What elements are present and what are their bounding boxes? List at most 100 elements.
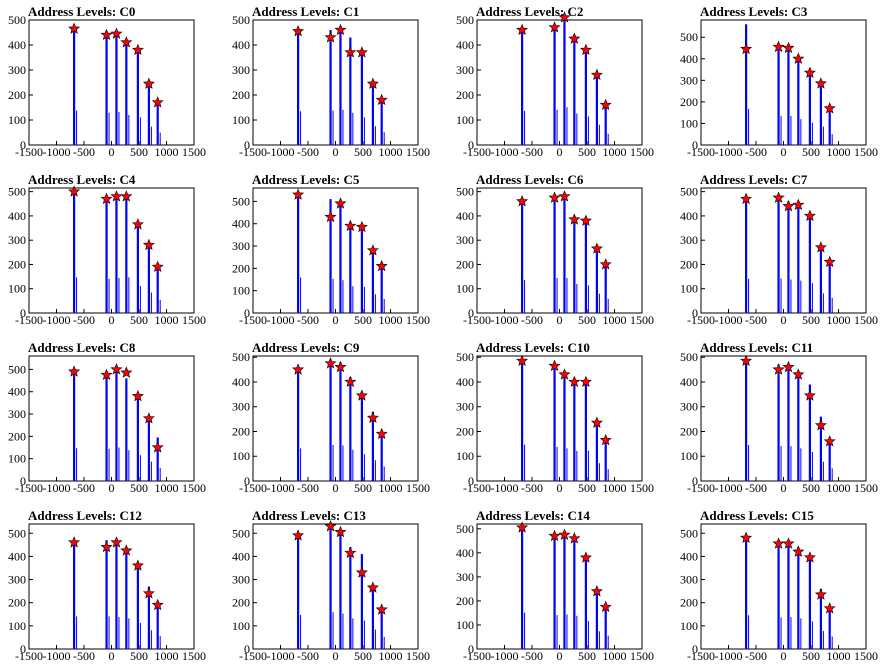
peak-marker <box>334 525 347 538</box>
x-tick-label: 500 <box>578 481 596 495</box>
plot-frame <box>700 187 867 314</box>
peak-marker <box>375 427 388 440</box>
x-tick-label: -1000 <box>715 145 743 159</box>
x-tick-label: 0 <box>557 313 563 327</box>
peak-marker <box>100 540 113 553</box>
peak-marker <box>355 46 368 58</box>
peak-marker <box>516 354 529 367</box>
x-tick-label: 500 <box>578 649 596 663</box>
y-tick-label: 500 <box>232 350 250 364</box>
x-tick-label: 0 <box>781 649 787 663</box>
x-tick-label: -1000 <box>491 481 519 495</box>
x-tick-label: -500 <box>297 313 319 327</box>
y-tick-label: 0 <box>468 642 474 656</box>
peak-marker <box>131 43 144 56</box>
chart-title: Address Levels: C13 <box>252 508 366 523</box>
y-tick-label: 300 <box>456 233 474 247</box>
peak-marker <box>814 77 827 89</box>
histogram-panel: Address Levels: C12 -1500 -1000 -500 0 500 100… <box>0 504 224 672</box>
peak-marker <box>292 529 305 541</box>
x-tick-label: -1500 <box>463 313 491 327</box>
peak-marker <box>324 519 337 532</box>
histogram-panel: Address Levels: C4 -1500 -1000 -500 0 500 1000… <box>0 168 224 336</box>
chart-title: Address Levels: C1 <box>252 4 360 19</box>
y-tick-label: 0 <box>692 474 698 488</box>
peak-marker <box>599 258 612 270</box>
y-tick-label: 0 <box>468 306 474 320</box>
y-tick-label: 200 <box>456 88 474 102</box>
plot-frame <box>476 187 643 314</box>
plot-frame <box>252 19 419 146</box>
y-tick-label: 400 <box>232 217 250 231</box>
x-tick-label: 0 <box>109 145 115 159</box>
histogram-panel: Address Levels: C9 -1500 -1000 -500 0 500 1000… <box>224 336 448 504</box>
x-tick-label: -1000 <box>715 481 743 495</box>
x-tick-label: 0 <box>333 145 339 159</box>
histogram-plot: -1500 -1000 -500 0 500 1000 1500 0 100 200 300 400 5… <box>8 355 206 495</box>
peak-marker <box>599 98 612 111</box>
y-tick-label: 200 <box>680 95 698 109</box>
x-tick-label: 1500 <box>182 145 206 159</box>
peak-marker <box>142 77 155 89</box>
histogram-panel: Address Levels: C15 -1500 -1000 -500 0 500 100… <box>672 504 896 672</box>
peak-marker <box>792 368 805 380</box>
peak-marker <box>548 359 561 372</box>
y-tick-label: 300 <box>680 573 698 587</box>
x-tick-label: -500 <box>521 313 543 327</box>
x-tick-label: 0 <box>333 313 339 327</box>
peak-marker <box>131 559 144 571</box>
x-tick-label: 1000 <box>379 481 403 495</box>
peak-marker <box>590 68 603 81</box>
peak-marker <box>142 238 155 251</box>
y-tick-label: 200 <box>8 429 26 443</box>
peak-marker <box>324 210 337 223</box>
x-tick-label: -500 <box>297 145 319 159</box>
x-tick-label: 500 <box>354 481 372 495</box>
histogram-plot: -1500 -1000 -500 0 500 1000 1500 0 100 200 300 400 5… <box>232 13 430 159</box>
peak-marker <box>782 537 795 549</box>
x-tick-label: -1500 <box>687 145 715 159</box>
x-tick-label: 1500 <box>406 145 430 159</box>
peak-marker <box>823 435 836 447</box>
peak-marker <box>366 581 379 593</box>
histogram-plot: -1500 -1000 -500 0 500 1000 1500 0 100 200 300 400 5… <box>456 11 654 159</box>
y-tick-label: 100 <box>232 284 250 298</box>
x-tick-label: -500 <box>297 649 319 663</box>
histogram-plot: -1500 -1000 -500 0 500 1000 1500 0 100 200 300 400 5… <box>456 521 654 663</box>
x-tick-label: 1000 <box>379 145 403 159</box>
peak-marker <box>324 31 337 43</box>
y-tick-label: 500 <box>232 526 250 540</box>
x-tick-label: -500 <box>73 313 95 327</box>
peak-marker <box>558 11 571 23</box>
histogram-plot: -1500 -1000 -500 0 500 1000 1500 0 100 200 300 400 5… <box>232 519 430 663</box>
x-tick-label: 500 <box>130 313 148 327</box>
chart-title: Address Levels: C3 <box>700 4 808 19</box>
y-tick-label: 300 <box>456 400 474 414</box>
x-tick-label: 1000 <box>155 481 179 495</box>
y-tick-label: 200 <box>680 424 698 438</box>
x-tick-label: 1000 <box>603 649 627 663</box>
y-tick-label: 500 <box>680 350 698 364</box>
histogram-plot: -1500 -1000 -500 0 500 1000 1500 0 100 200 300 400 5… <box>232 350 430 495</box>
y-tick-label: 100 <box>8 113 26 127</box>
y-tick-label: 500 <box>456 13 474 27</box>
peak-marker <box>579 375 592 388</box>
x-tick-label: -1500 <box>15 313 43 327</box>
plot-frame <box>28 19 195 146</box>
peak-marker <box>548 191 561 203</box>
plot-frame <box>252 355 419 482</box>
x-tick-label: -1000 <box>43 145 71 159</box>
chart-title: Address Levels: C15 <box>700 508 814 523</box>
x-tick-label: -500 <box>745 313 767 327</box>
y-tick-label: 400 <box>680 209 698 223</box>
peak-marker <box>599 600 612 613</box>
x-tick-label: 0 <box>557 649 563 663</box>
x-tick-label: -1000 <box>43 649 71 663</box>
x-tick-label: 1500 <box>630 145 654 159</box>
y-tick-label: 400 <box>680 549 698 563</box>
y-tick-label: 300 <box>680 233 698 247</box>
peak-marker <box>68 185 81 197</box>
plot-frame <box>252 523 419 650</box>
histogram-panel: Address Levels: C0 -1500 -1000 -500 0 500 1000… <box>0 0 224 168</box>
